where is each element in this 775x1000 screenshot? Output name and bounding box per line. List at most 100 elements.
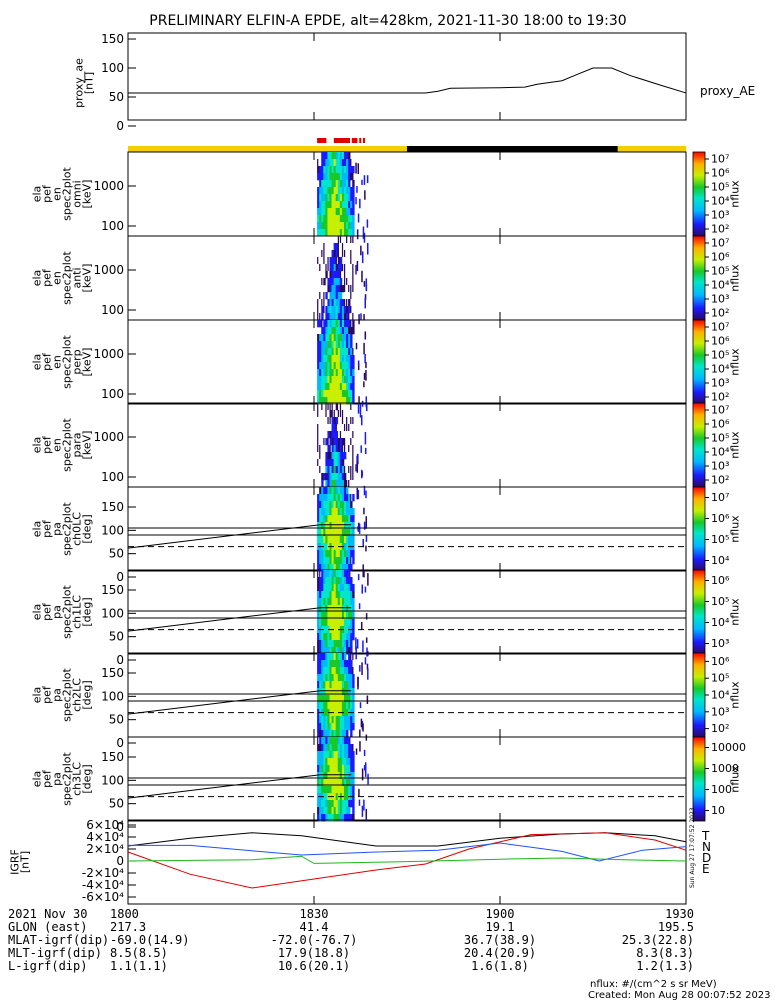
spectrogram-cell (325, 515, 328, 523)
spectrogram-cell (348, 201, 351, 209)
footer-row-value: 8.5(8.5) (110, 946, 168, 960)
axis-frame (127, 319, 687, 405)
axis-frame (127, 235, 687, 321)
spectrogram-cell (333, 327, 336, 335)
spectrogram-cell (319, 730, 322, 738)
spectrogram-cell (346, 667, 349, 675)
spectrogram-cell (337, 494, 341, 502)
spectrogram-cell (339, 264, 343, 272)
spectrogram-cell (331, 681, 334, 689)
spectrogram-cell (323, 793, 326, 801)
spectrogram-cell (317, 772, 320, 780)
spectrogram-cell (323, 800, 326, 808)
spectrogram-cell (317, 695, 320, 703)
spectrogram-cell (321, 341, 324, 349)
spectrogram-cell (352, 765, 355, 773)
spectrogram-cell (329, 341, 332, 349)
footer-row-value: 1930 (665, 907, 694, 921)
spectrogram-cell (325, 201, 328, 209)
spectrogram-cell (317, 334, 320, 342)
spectrogram-cell (323, 751, 326, 759)
spectrogram-cell (333, 653, 336, 661)
spectrogram-cell (329, 285, 332, 293)
spectrogram-cell (346, 501, 349, 509)
spectrogram-cell (343, 709, 347, 717)
spectrogram-cell (335, 362, 339, 370)
spectrogram-cell (346, 737, 349, 745)
spectrogram-cell (346, 222, 349, 230)
spectrogram-cell (331, 424, 334, 432)
spectrogram-ylabel-line: [deg] (81, 597, 94, 626)
spectrogram-cell (350, 730, 353, 738)
spectrogram-fleck (361, 662, 363, 676)
spectrogram-cell (321, 577, 324, 585)
spectrogram-cell (327, 653, 330, 661)
spectrogram-fleck (365, 278, 368, 290)
spectrogram-cell (323, 508, 326, 516)
spectrogram-cell (339, 800, 343, 808)
spectrogram-cell (337, 376, 341, 384)
spectrogram-fleck (360, 718, 363, 728)
footer-row-value: -72.0(-76.7) (271, 933, 358, 947)
spectrogram-cell (317, 341, 320, 349)
spectrogram-cell (335, 215, 339, 223)
spectrogram-cell (335, 487, 339, 495)
spectrogram-cell (337, 723, 341, 731)
spectrogram-cell (339, 390, 343, 398)
spectrogram-cell (346, 229, 349, 237)
spectrogram-cell (339, 716, 343, 724)
spectrogram-fleck (364, 586, 367, 593)
spectrogram-cell (337, 660, 341, 668)
spectrogram-fleck (363, 569, 365, 578)
spectrogram-cell (321, 681, 324, 689)
panel-ela_pef_pa_spec2plot_ch3LC: 050100150elapefpaspec2plotch3LC[deg]1010… (31, 736, 746, 834)
spectrogram-cell (341, 765, 345, 773)
spectrogram-cell (352, 166, 355, 174)
y-tick-label: 100 (101, 303, 124, 317)
spectrogram-cell (337, 800, 341, 808)
spectrogram-cell (329, 369, 332, 377)
spectrogram-cell (325, 653, 328, 661)
spectrogram-cell (325, 522, 328, 530)
y-tick-label: 100 (101, 219, 124, 233)
spectrogram-cell (321, 765, 324, 773)
spectrogram-cell (317, 222, 320, 230)
spectrogram-cell (323, 522, 326, 530)
spectrogram-cell (329, 529, 332, 537)
spectrogram-cell (339, 667, 343, 675)
spectrogram-cell (323, 152, 326, 160)
spectrogram-cell (343, 807, 347, 815)
spectrogram-cell (325, 229, 328, 237)
plot-title: PRELIMINARY ELFIN-A EPDE, alt=428km, 202… (149, 13, 626, 29)
spectrogram-cell (346, 619, 349, 627)
spectrogram-cell (343, 619, 347, 627)
spectrogram-cell (333, 702, 336, 710)
y-tick-label: 150 (101, 583, 124, 597)
spectrogram-cell (346, 152, 349, 160)
spectrogram-fleck (364, 657, 367, 665)
spectrogram-cell (339, 445, 343, 453)
spectrogram-cell (329, 716, 332, 724)
spectrogram-cell (350, 376, 353, 384)
spectrogram-fleck (366, 242, 369, 255)
spectrogram-cell (329, 779, 332, 787)
spectrogram-cell (352, 702, 355, 710)
spectrogram-cell (329, 306, 332, 314)
spectrogram-cell (319, 647, 322, 655)
colorbar-tick-label: 10⁶ (711, 574, 730, 587)
colorbar-tick-label: 10⁴ (711, 554, 730, 567)
y-tick-label: 150 (101, 750, 124, 764)
spectrogram-fleck (355, 264, 357, 275)
spectrogram-cell (339, 159, 343, 167)
spectrogram-cell (352, 327, 355, 335)
spectrogram-cell (346, 751, 349, 759)
spectrogram-cell (319, 194, 322, 202)
spectrogram-cell (329, 152, 332, 160)
spectrogram-cell (331, 278, 334, 286)
colorbar-tick-label: 10⁵ (711, 181, 729, 194)
spectrogram-cell (343, 695, 347, 703)
spectrogram-cell (348, 445, 350, 452)
spectrogram-cell (350, 550, 353, 558)
spectrogram-cell (317, 438, 319, 445)
proxy-ae-ylabel-line: [nT] (83, 72, 96, 94)
